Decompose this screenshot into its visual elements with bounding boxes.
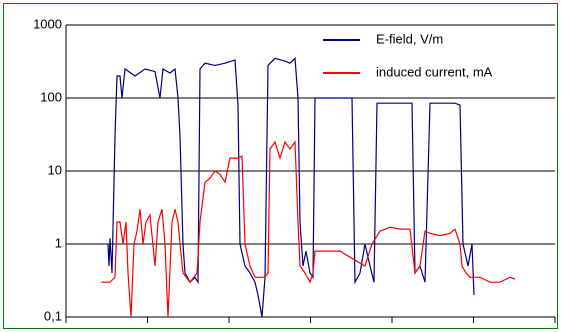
y-tick-label: 10 <box>48 162 62 177</box>
y-tick-label: 1 <box>55 235 62 250</box>
y-tick-label: 1000 <box>33 16 62 31</box>
legend-label: E-field, V/m <box>376 31 443 46</box>
legend-box <box>312 27 554 89</box>
series-line <box>101 140 516 318</box>
y-tick-label: 0,1 <box>44 308 62 323</box>
legend-label: induced current, mA <box>376 64 493 79</box>
y-tick-label: 100 <box>40 89 62 104</box>
